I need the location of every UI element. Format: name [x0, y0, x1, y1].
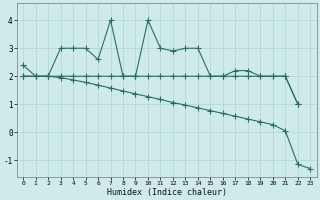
- X-axis label: Humidex (Indice chaleur): Humidex (Indice chaleur): [107, 188, 227, 197]
